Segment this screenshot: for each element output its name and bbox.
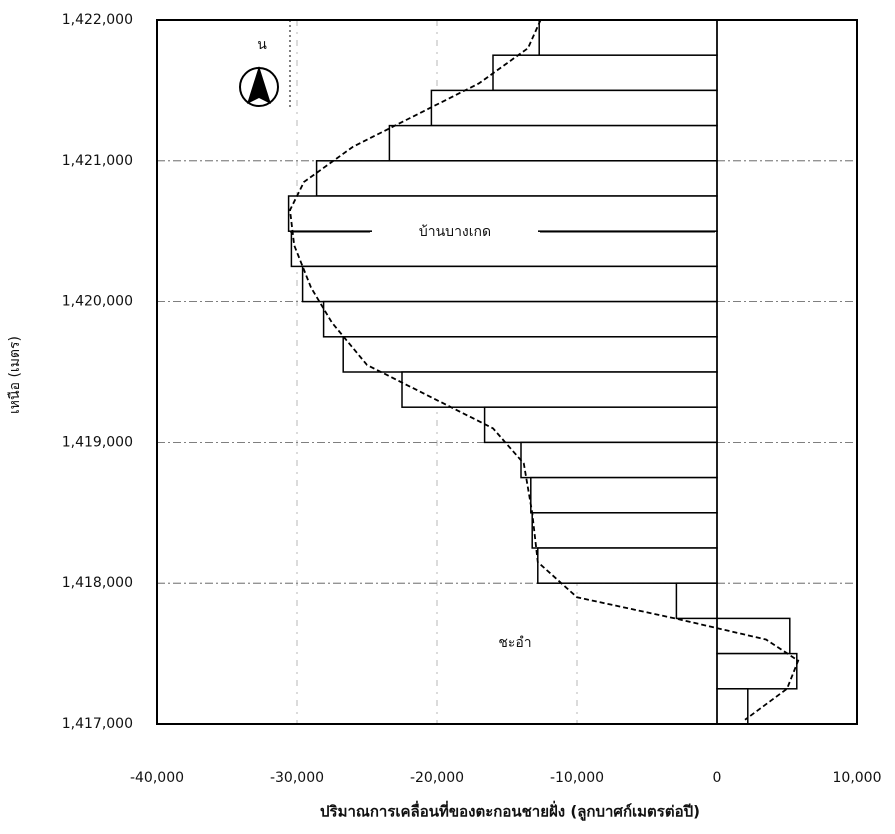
bar xyxy=(485,407,717,442)
bar xyxy=(676,583,717,618)
bar xyxy=(389,126,717,161)
bar xyxy=(343,337,717,372)
y-tick-label: 1,417,000 xyxy=(62,716,133,732)
y-tick-label: 1,418,000 xyxy=(62,575,133,591)
chart: เหนือ (เมตร) ปริมาณการเคลื่อนที่ของตะกอน… xyxy=(0,0,895,834)
annotation: บ้านบางเกด xyxy=(419,224,491,240)
north-arrow xyxy=(247,66,271,104)
x-tick-label: -10,000 xyxy=(550,770,604,786)
x-tick-label: -20,000 xyxy=(410,770,464,786)
bar xyxy=(324,302,717,337)
x-tick-label: -30,000 xyxy=(270,770,324,786)
bar xyxy=(539,20,717,55)
bar xyxy=(717,689,748,724)
bar xyxy=(538,548,717,583)
y-tick-label: 1,420,000 xyxy=(62,294,133,310)
y-tick-label: 1,421,000 xyxy=(62,153,133,169)
bar xyxy=(532,513,717,548)
y-axis-label: เหนือ (เมตร) xyxy=(7,336,23,414)
y-tick-label: 1,419,000 xyxy=(62,434,133,450)
x-axis-label: ปริมาณการเคลื่อนที่ของตะกอนชายฝั่ง (ลูกบ… xyxy=(320,801,700,822)
bar xyxy=(521,442,717,477)
bar xyxy=(303,266,717,301)
bar xyxy=(402,372,717,407)
y-tick-label: 1,422,000 xyxy=(62,12,133,28)
bar xyxy=(493,55,717,90)
bar xyxy=(717,654,797,689)
x-tick-label: 10,000 xyxy=(833,770,882,786)
x-tick-label: 0 xyxy=(713,770,722,786)
x-tick-label: -40,000 xyxy=(130,770,184,786)
bar xyxy=(317,161,717,196)
bar xyxy=(531,478,717,513)
annotation: ชะอำ xyxy=(498,635,531,651)
bar xyxy=(431,90,717,125)
annotation: น xyxy=(257,37,267,53)
